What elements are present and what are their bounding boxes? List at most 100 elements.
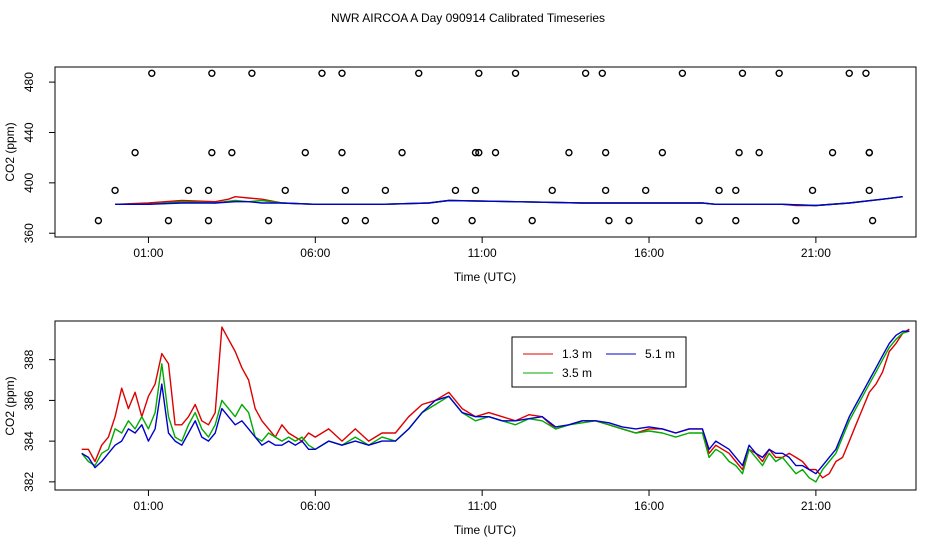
panel-bottom: 382 384 386 388 01:00 06:00 11:00 16:00 21:00 T… [3,320,917,537]
data-point [862,69,870,77]
data-point [208,69,216,77]
data-point [341,216,350,225]
data-point [641,186,650,195]
y-tick-label: 386 [22,390,36,410]
data-point [468,216,476,225]
data-point [865,148,873,157]
data-point [738,69,747,77]
series-line [115,196,903,207]
panel-bottom-x-axis: 01:00 06:00 11:00 16:00 21:00 [133,490,831,513]
data-point [601,186,610,195]
data-point [228,148,236,157]
data-point [318,69,326,77]
data-point [431,216,440,225]
data-point [491,148,500,157]
data-point [528,216,536,225]
data-point [111,186,119,195]
series-line [81,330,910,483]
data-point [511,69,520,77]
data-point [792,216,800,225]
panel-top: 360 400 440 480 01:00 06:00 11:00 16:00 21:00 T… [3,66,917,284]
legend-label-3-5m: 3.5 m [562,366,592,380]
panel-top-frame [54,66,917,238]
y-tick-label: 440 [22,122,36,142]
x-tick-label: 01:00 [133,246,163,260]
data-point [601,148,610,157]
data-point [548,186,556,195]
data-point [94,216,103,225]
data-point [361,216,370,225]
data-point [381,186,390,195]
panel-top-points [94,69,877,225]
x-tick-label: 11:00 [468,246,497,260]
x-tick-label: 01:00 [133,499,163,513]
data-point [755,148,763,157]
data-point [164,216,173,225]
data-point [581,69,590,77]
legend-label-5-1m: 5.1 m [645,347,675,361]
panel-bottom-xlabel: Time (UTC) [454,523,516,537]
data-point [598,69,607,77]
data-point [148,69,156,77]
data-point [204,216,213,225]
data-point [398,148,406,157]
data-point [301,148,309,157]
panel-bottom-lines [81,326,910,483]
data-point [204,186,213,195]
data-point [475,148,483,157]
panel-bottom-ylabel: CO2 (ppm) [3,376,17,435]
data-point [341,186,350,195]
data-point [415,69,423,77]
panel-top-x-axis: 01:00 06:00 11:00 16:00 21:00 [133,237,831,260]
data-point [775,69,783,77]
data-point [605,216,613,225]
x-tick-label: 11:00 [468,499,497,513]
y-tick-label: 382 [22,472,36,492]
data-point [678,69,687,77]
legend-box [511,336,687,388]
panel-top-lines [115,195,903,207]
y-tick-label: 384 [22,431,36,451]
panel-bottom-frame [54,320,917,491]
x-tick-label: 06:00 [300,499,330,513]
chart-title: NWR AIRCOA A Day 090914 Calibrated Times… [331,11,605,25]
x-tick-label: 21:00 [801,499,831,513]
y-tick-label: 480 [22,72,36,92]
y-tick-label: 400 [22,173,36,193]
data-point [565,148,573,157]
x-tick-label: 16:00 [634,499,664,513]
data-point [625,216,633,225]
data-point [184,186,193,195]
series-line [81,326,910,479]
panel-bottom-y-axis: 382 384 386 388 [22,349,55,492]
data-point [695,216,703,225]
x-tick-label: 06:00 [300,246,330,260]
data-point [735,148,743,157]
y-tick-label: 388 [22,349,36,369]
data-point [338,69,346,77]
data-point [865,186,873,195]
panel-top-ylabel: CO2 (ppm) [3,122,17,181]
data-point [828,148,837,157]
data-point [281,186,289,195]
data-point [264,216,273,225]
x-tick-label: 16:00 [634,246,664,260]
data-point [732,216,740,225]
data-point [451,186,460,195]
panel-top-xlabel: Time (UTC) [454,270,516,284]
y-tick-label: 360 [22,223,36,243]
data-point [868,216,877,225]
series-line [81,330,910,475]
data-point [471,148,480,157]
data-point [338,148,346,157]
data-point [471,186,480,195]
data-point [715,186,723,195]
data-point [248,69,256,77]
data-point [732,186,740,195]
data-point [131,148,139,157]
data-point [808,186,817,195]
data-point [658,148,667,157]
data-point [208,148,216,157]
